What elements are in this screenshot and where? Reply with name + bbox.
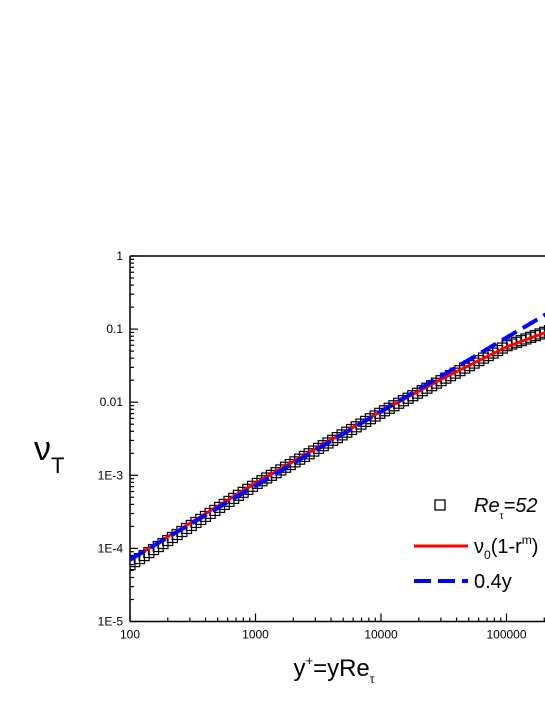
x-axis-title-sup: + (305, 653, 313, 668)
y-axis-title-sub: T (51, 453, 64, 478)
dns-marker (130, 559, 136, 571)
legend-square-marker (434, 499, 446, 511)
x-tick-label: 10000 (364, 628, 398, 642)
legend-label-model: ν0(1-rm) (474, 533, 538, 562)
y-tick-label: 0.01 (100, 395, 124, 409)
dns-marker (543, 325, 545, 337)
legend-item-model: ν0(1-rm) (414, 533, 538, 562)
legend-label-model-main: ν (474, 536, 484, 558)
linear-line (130, 312, 545, 562)
y-tick-label: 1E-5 (98, 615, 124, 629)
legend-label-dns-main: Re (474, 495, 500, 517)
x-tick-label: 100 (120, 628, 140, 642)
legend-label-model-rest: (1-r (491, 536, 522, 558)
legend-label-model-sup: m (522, 533, 532, 547)
legend-label-linear: 0.4y (474, 571, 512, 593)
legend-label-model-tail: ) (532, 536, 539, 558)
y-axis-title-main: ν (34, 430, 51, 468)
series-markers (130, 325, 545, 571)
legend-label-dns-rest: =52 (504, 495, 538, 517)
legend-label-dns-sub: τ (500, 511, 504, 522)
y-tick-label: 1E-4 (98, 541, 124, 555)
tick-labels: 100 1000 10000 100000 1E-5 1E-4 1E-3 0.01 0.1 1 (98, 249, 527, 642)
series-lines (130, 312, 545, 562)
legend-label-dns: Reτ=52 (474, 495, 537, 522)
x-tick-label: 100000 (486, 628, 526, 642)
x-tick-label: 1000 (242, 628, 269, 642)
y-tick-label: 0.1 (106, 322, 123, 336)
legend: Reτ=52 ν0(1-rm) 0.4y (414, 495, 538, 593)
x-axis-title-sub: τ (370, 672, 375, 686)
y-axis-title: νT (34, 430, 64, 478)
x-axis-title-rest: =yRe (313, 655, 370, 682)
legend-item-linear: 0.4y (414, 571, 512, 593)
x-axis-title: y+=yReτ (293, 653, 374, 686)
legend-label-model-sub: 0 (484, 548, 491, 562)
y-tick-label: 1 (116, 249, 123, 263)
y-tick-label: 1E-3 (98, 468, 124, 482)
legend-item-dns: Reτ=52 (434, 495, 537, 522)
x-axis-title-main: y (293, 655, 305, 682)
